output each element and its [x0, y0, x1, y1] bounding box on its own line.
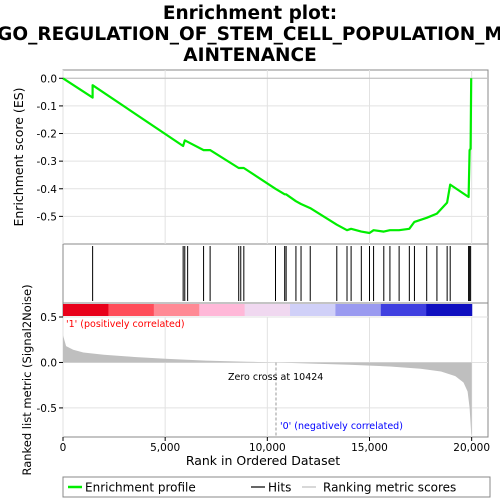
heat-segment — [153, 304, 200, 316]
es-line — [62, 77, 473, 235]
x-axis: 0 5,000 10,000 15,000 20,000 — [60, 437, 490, 454]
x-axis-label: Rank in Ordered Dataset — [186, 453, 340, 468]
es-line-group — [62, 77, 473, 235]
x-tick-label: 15,000 — [351, 442, 388, 454]
es-y-axis: 0.0 -0.1 -0.2 -0.3 -0.4 -0.5 — [37, 73, 63, 223]
heat-segment — [108, 304, 155, 316]
es-y-tick-label: -0.1 — [37, 101, 58, 113]
heatmap-bar — [63, 304, 473, 316]
heat-segment — [244, 304, 291, 316]
x-tick-label: 10,000 — [249, 442, 286, 454]
es-y-tick-label: -0.2 — [37, 129, 58, 141]
zero-cross-label: Zero cross at 10424 — [228, 372, 323, 383]
title-line-2: GO_REGULATION_OF_STEM_CELL_POPULATION_M — [0, 24, 500, 45]
metric-y-tick-label: 0.5 — [40, 312, 57, 324]
x-tick-label: 20,000 — [453, 442, 490, 454]
metric-panel-frame — [62, 316, 489, 438]
metric-y-tick-label: -0.5 — [37, 403, 58, 415]
hits-group — [92, 246, 472, 301]
es-y-tick-label: -0.3 — [37, 156, 58, 168]
es-panel-frame — [62, 69, 489, 245]
es-y-tick-label: -0.5 — [37, 211, 58, 223]
title-line-3: AINTENANCE — [183, 45, 316, 66]
neg-correlated-label: '0' (negatively correlated) — [280, 421, 403, 432]
heat-segment — [290, 304, 337, 316]
legend-box — [62, 476, 491, 498]
legend-metric-label: Ranking metric scores — [323, 481, 456, 495]
metric-area-group — [63, 335, 472, 437]
heat-segment — [426, 304, 473, 316]
x-tick-label: 5,000 — [150, 442, 180, 454]
metric-y-axis-label: Ranked list metric (Signal2Noise) — [20, 284, 34, 475]
es-y-tick-label: -0.4 — [37, 184, 58, 196]
es-y-axis-label: Enrichment score (ES) — [11, 87, 26, 226]
metric-y-axis: 0.5 0.0 -0.5 — [37, 312, 63, 415]
heat-segment — [335, 304, 382, 316]
heat-segment — [199, 304, 246, 316]
legend-hits-label: Hits — [268, 481, 291, 495]
heat-segment — [380, 304, 427, 316]
pos-correlated-label: '1' (positively correlated) — [66, 319, 185, 330]
title-line-1: Enrichment plot: — [163, 3, 337, 24]
legend-es-label: Enrichment profile — [85, 481, 196, 495]
heat-segment — [63, 304, 110, 316]
x-tick-label: 0 — [60, 442, 67, 454]
es-y-tick-label: 0.0 — [40, 73, 57, 85]
metric-area — [63, 335, 472, 436]
metric-y-tick-label: 0.0 — [40, 357, 57, 369]
